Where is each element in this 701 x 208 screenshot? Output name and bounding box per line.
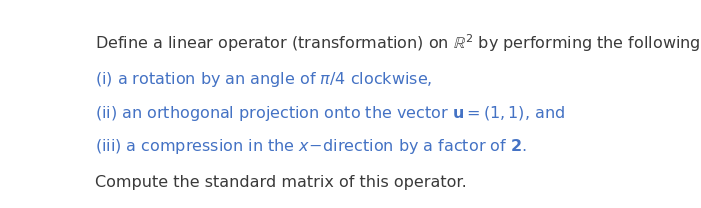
Text: Compute the standard matrix of this operator.: Compute the standard matrix of this oper…	[95, 175, 466, 190]
Text: Define a linear operator (transformation) on $\mathbb{R}^2$ by performing the fo: Define a linear operator (transformation…	[95, 32, 701, 54]
Text: (i) a rotation by an angle of $\pi/4$ clockwise,: (i) a rotation by an angle of $\pi/4$ cl…	[95, 70, 432, 89]
Text: (iii) a compression in the $x\!-\!$direction by a factor of $\mathbf{2}$.: (iii) a compression in the $x\!-\!$direc…	[95, 137, 526, 156]
Text: (ii) an orthogonal projection onto the vector $\mathbf{u} = (1, 1)$, and: (ii) an orthogonal projection onto the v…	[95, 104, 565, 123]
